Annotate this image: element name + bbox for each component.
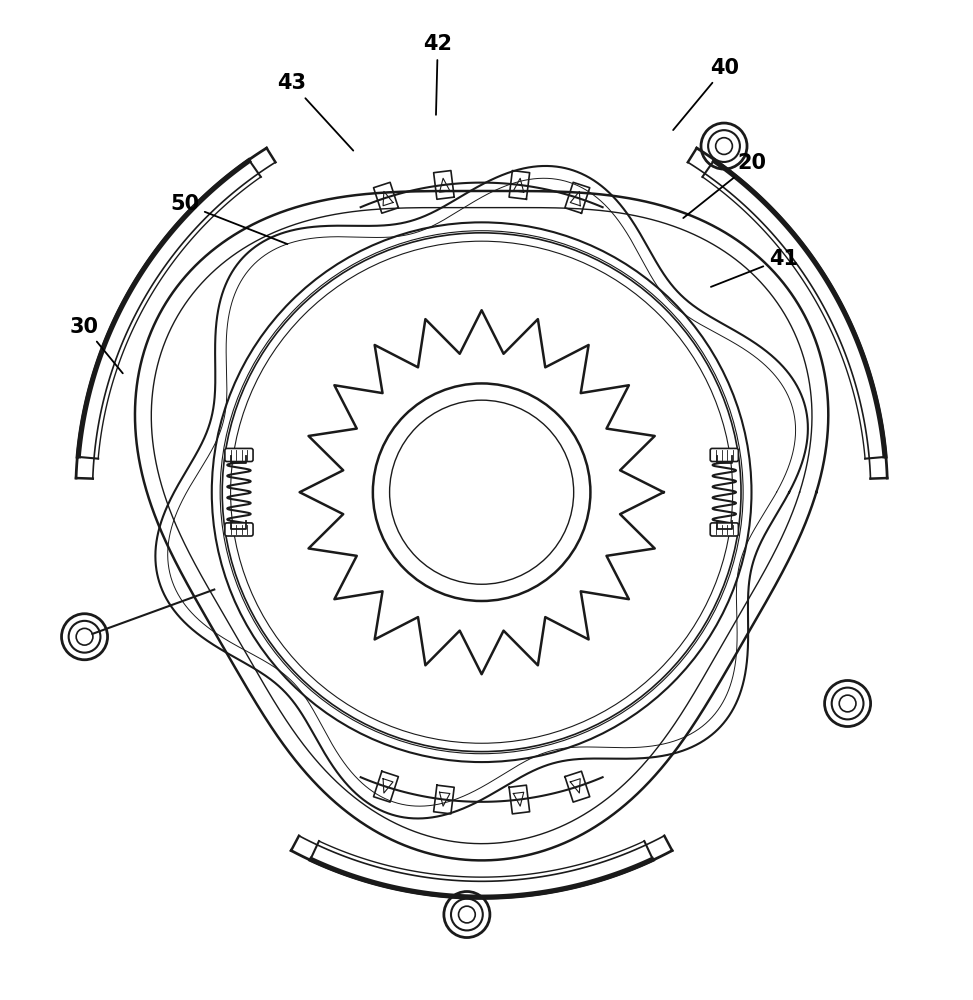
Text: 40: 40: [673, 58, 739, 130]
Text: 43: 43: [277, 73, 353, 151]
Text: 30: 30: [70, 317, 123, 373]
Text: 20: 20: [683, 153, 767, 218]
FancyBboxPatch shape: [710, 523, 739, 536]
Text: 41: 41: [711, 249, 798, 287]
FancyBboxPatch shape: [225, 448, 253, 462]
FancyBboxPatch shape: [225, 523, 253, 536]
FancyBboxPatch shape: [710, 448, 739, 462]
Text: 50: 50: [170, 194, 287, 244]
Text: 42: 42: [423, 34, 452, 115]
